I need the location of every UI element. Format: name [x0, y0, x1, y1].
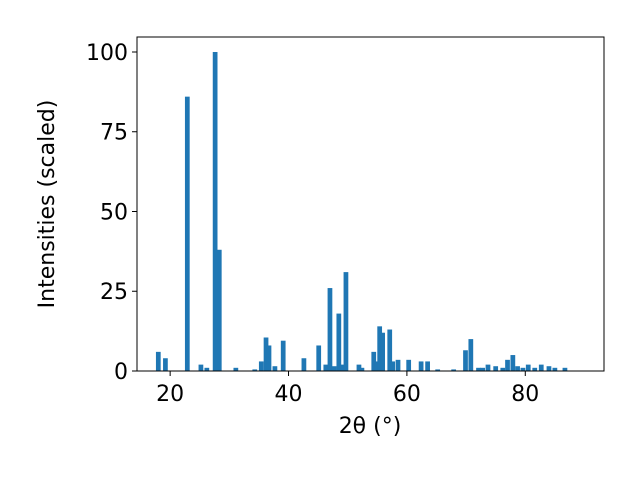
bar [272, 366, 278, 371]
bar [216, 249, 222, 371]
bar [485, 364, 491, 371]
y-tick-label: 75 [100, 121, 128, 146]
plot-frame [136, 36, 605, 372]
bar [380, 332, 386, 371]
bar [343, 272, 349, 371]
x-tick-label: 60 [393, 382, 421, 407]
y-tick-label: 100 [86, 41, 128, 66]
bar [301, 358, 307, 371]
bar [316, 345, 322, 371]
bar [425, 361, 430, 371]
bar [532, 367, 538, 371]
bar [212, 51, 218, 371]
bar [331, 366, 337, 371]
bar [552, 367, 558, 371]
bar [500, 367, 506, 371]
bar [258, 361, 264, 371]
bar [356, 364, 362, 371]
bar [374, 361, 380, 371]
bar [562, 367, 568, 371]
bar [418, 361, 424, 371]
y-tick-label: 0 [114, 360, 128, 385]
bar [252, 369, 258, 371]
bar [510, 355, 516, 371]
bar [538, 364, 544, 371]
x-tick-label: 80 [511, 382, 539, 407]
y-tick-label: 50 [100, 200, 128, 225]
bar [377, 326, 383, 371]
bar [263, 337, 269, 371]
bar [163, 358, 168, 371]
bar [266, 345, 272, 371]
bar [406, 359, 412, 371]
bar [198, 364, 204, 371]
bar [155, 351, 161, 371]
bar [493, 366, 499, 371]
bar [233, 367, 239, 371]
bar [371, 351, 377, 371]
x-tick-label: 40 [275, 382, 303, 407]
y-tick-label: 25 [100, 280, 128, 305]
bar [390, 361, 396, 371]
bar [480, 367, 486, 371]
bar [525, 364, 531, 371]
bar [515, 366, 520, 371]
x-axis-label: 2θ (°) [339, 414, 402, 439]
bar [359, 367, 365, 371]
bar [520, 367, 526, 371]
bar [184, 96, 190, 372]
bar [323, 364, 329, 371]
bar [546, 366, 552, 371]
x-tick-label: 20 [156, 382, 184, 407]
bar [280, 340, 286, 371]
bar [395, 359, 401, 371]
bar [327, 288, 333, 371]
y-axis-label: Intensities (scaled) [35, 100, 60, 309]
bar [204, 367, 210, 371]
bar [476, 367, 481, 371]
bar [505, 359, 510, 371]
bar [451, 369, 457, 371]
bar [387, 329, 393, 371]
bar [336, 313, 342, 371]
bar [340, 364, 346, 371]
bar [468, 339, 474, 371]
bar [463, 350, 468, 371]
bar [435, 369, 441, 371]
